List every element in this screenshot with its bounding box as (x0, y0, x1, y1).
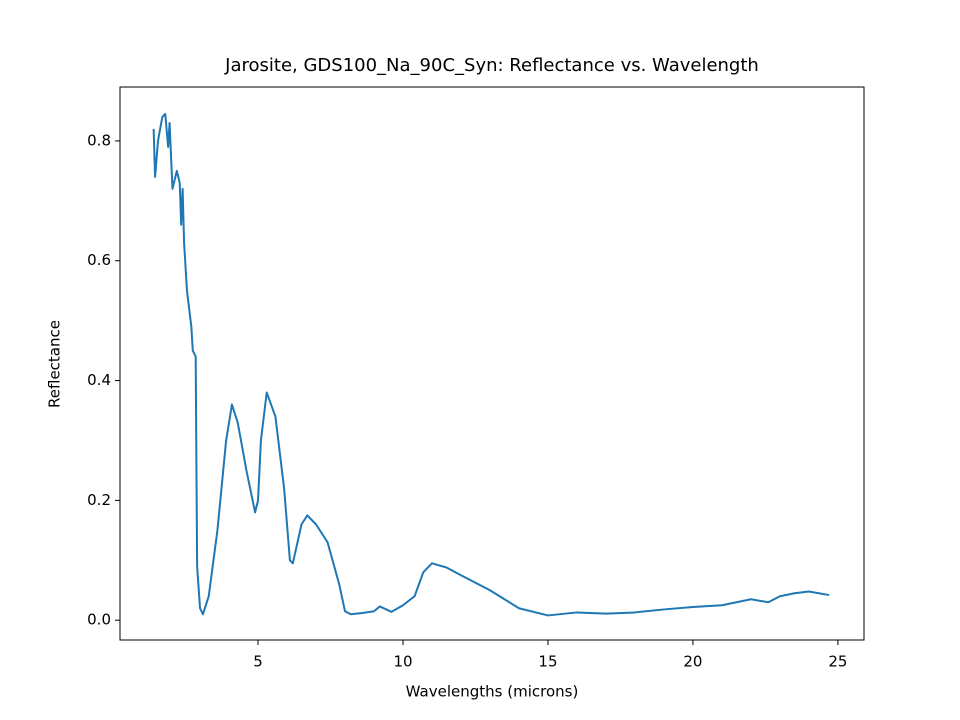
y-tick-label: 0.2 (87, 491, 111, 509)
y-tick-label: 0.8 (87, 131, 111, 149)
chart-title: Jarosite, GDS100_Na_90C_Syn: Reflectance… (224, 55, 759, 76)
x-tick-label: 25 (828, 653, 847, 671)
y-tick-label: 0.6 (87, 251, 111, 269)
x-tick-label: 20 (683, 653, 702, 671)
x-tick-label: 15 (538, 653, 557, 671)
data-line (152, 112, 830, 617)
x-tick-label: 10 (393, 653, 412, 671)
y-tick-label: 0.4 (87, 371, 111, 389)
plot-frame (119, 86, 865, 641)
y-tick-label: 0.0 (87, 611, 111, 629)
y-axis-label: Reflectance (46, 320, 64, 408)
x-axis-label: Wavelengths (microns) (406, 683, 579, 701)
x-tick-label: 5 (253, 653, 263, 671)
